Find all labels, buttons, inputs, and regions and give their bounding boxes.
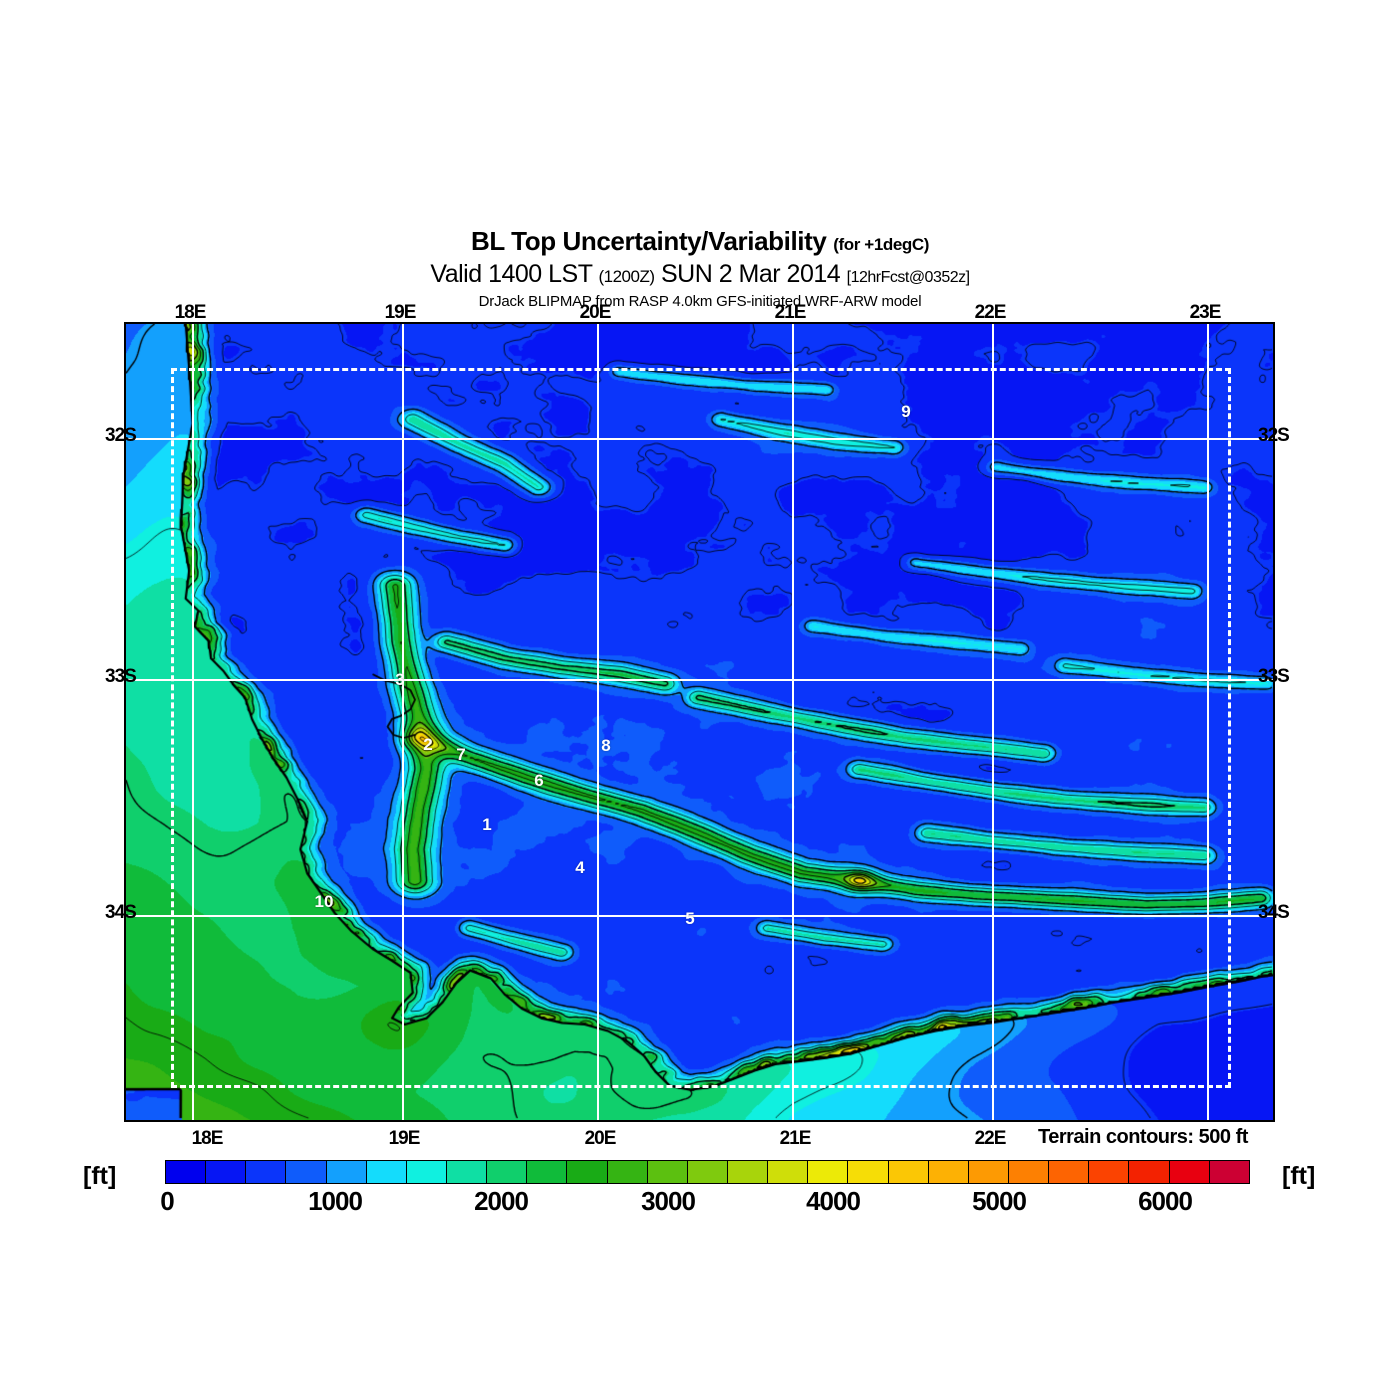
colorbar-swatch-1 bbox=[206, 1161, 247, 1183]
colorbar-swatch-22 bbox=[1049, 1161, 1090, 1183]
model-domain-boundary bbox=[171, 368, 1231, 1088]
title-main: BL Top Uncertainty/Variability bbox=[470, 226, 827, 256]
station-marker-5[interactable]: 5 bbox=[685, 909, 695, 928]
axis-label-bottom-21E: 21E bbox=[779, 1128, 812, 1149]
colorbar-swatch-21 bbox=[1008, 1161, 1050, 1183]
colorbar-tick-5000: 5000 bbox=[972, 1186, 1027, 1216]
map-raster bbox=[126, 324, 1273, 1120]
gridline-lat-32s bbox=[126, 438, 1273, 440]
station-marker-4[interactable]: 4 bbox=[575, 858, 585, 877]
model-source-line: DrJack BLIPMAP from RASP 4.0km GFS-initi… bbox=[478, 293, 922, 310]
colorbar-swatch-24 bbox=[1129, 1161, 1170, 1183]
valid-utc: (1200Z) bbox=[598, 267, 655, 286]
axis-label-bottom-20E: 20E bbox=[584, 1128, 617, 1149]
gridline-lon-20e bbox=[597, 324, 599, 1120]
colorbar-tick-1000: 1000 bbox=[308, 1186, 363, 1216]
station-marker-10[interactable]: 10 bbox=[314, 892, 334, 911]
colorbar-unit-left: [ft] bbox=[83, 1162, 117, 1190]
station-marker-7[interactable]: 7 bbox=[456, 745, 466, 764]
station-marker-2[interactable]: 2 bbox=[423, 735, 433, 754]
colorbar-swatch-26 bbox=[1209, 1161, 1249, 1183]
gridline-lon-19e bbox=[402, 324, 404, 1120]
axis-label-right-34S: 34S bbox=[1258, 902, 1290, 923]
colorbar-tick-4000: 4000 bbox=[806, 1186, 861, 1216]
colorbar-swatch-19 bbox=[928, 1161, 969, 1183]
colorbar-swatch-3 bbox=[286, 1161, 327, 1183]
colorbar-swatch-15 bbox=[768, 1161, 809, 1183]
station-marker-6[interactable]: 6 bbox=[534, 771, 544, 790]
station-marker-8[interactable]: 8 bbox=[601, 736, 611, 755]
colorbar-swatch-8 bbox=[487, 1161, 528, 1183]
colorbar-tick-2000: 2000 bbox=[474, 1186, 529, 1216]
page-title: BL Top Uncertainty/Variability (for +1de… bbox=[0, 226, 1400, 260]
colorbar-swatch-6 bbox=[406, 1161, 447, 1183]
colorbar-tick-0: 0 bbox=[160, 1186, 175, 1216]
axis-label-top-23E: 23E bbox=[1189, 302, 1222, 323]
axis-label-top-18E: 18E bbox=[174, 302, 207, 323]
colorbar-swatch-13 bbox=[687, 1161, 728, 1183]
colorbar-swatch-0 bbox=[166, 1161, 207, 1183]
axis-label-left-34S: 34S bbox=[105, 902, 137, 923]
colorbar-tick-3000: 3000 bbox=[641, 1186, 696, 1216]
title-block: BL Top Uncertainty/Variability (for +1de… bbox=[0, 226, 1400, 311]
colorbar-swatch-14 bbox=[727, 1161, 769, 1183]
axis-label-bottom-19E: 19E bbox=[388, 1128, 421, 1149]
gridline-lon-22e bbox=[992, 324, 994, 1120]
valid-time-line: Valid 1400 LST (1200Z) SUN 2 Mar 2014 [1… bbox=[0, 260, 1400, 292]
colorbar-swatch-23 bbox=[1089, 1161, 1130, 1183]
axis-label-right-32S: 32S bbox=[1258, 425, 1290, 446]
forecast-map[interactable]: 9 3 2 7 8 6 1 4 10 5 bbox=[124, 322, 1275, 1122]
gridline-lat-33s bbox=[126, 679, 1273, 681]
colorbar-swatch-17 bbox=[848, 1161, 889, 1183]
forecast-tag: [12hrFcst@0352z] bbox=[846, 269, 970, 286]
axis-label-left-33S: 33S bbox=[105, 666, 137, 687]
colorbar-swatch-10 bbox=[567, 1161, 608, 1183]
axis-label-bottom-18E: 18E bbox=[191, 1128, 224, 1149]
colorbar-swatch-18 bbox=[888, 1161, 929, 1183]
axis-label-left-32S: 32S bbox=[105, 425, 137, 446]
colorbar-swatch-2 bbox=[246, 1161, 287, 1183]
station-marker-1[interactable]: 1 bbox=[482, 815, 492, 834]
terrain-contour-note: Terrain contours: 500 ft bbox=[1038, 1126, 1248, 1148]
axis-label-top-22E: 22E bbox=[974, 302, 1007, 323]
title-qualifier: (for +1degC) bbox=[833, 235, 930, 254]
colorbar-swatch-25 bbox=[1169, 1161, 1210, 1183]
colorbar[interactable] bbox=[165, 1160, 1250, 1184]
colorbar-swatch-7 bbox=[446, 1161, 488, 1183]
colorbar-swatch-12 bbox=[647, 1161, 688, 1183]
gridline-lon-23e bbox=[1207, 324, 1209, 1120]
axis-label-top-20E: 20E bbox=[579, 302, 612, 323]
station-marker-3[interactable]: 3 bbox=[395, 670, 405, 689]
valid-date: SUN 2 Mar 2014 bbox=[660, 260, 841, 288]
colorbar-swatch-11 bbox=[607, 1161, 648, 1183]
colorbar-swatch-5 bbox=[366, 1161, 407, 1183]
colorbar-unit-right: [ft] bbox=[1282, 1162, 1316, 1190]
colorbar-swatch-4 bbox=[326, 1161, 367, 1183]
gridline-lon-18e bbox=[192, 324, 194, 1120]
colorbar-tick-6000: 6000 bbox=[1138, 1186, 1193, 1216]
gridline-lat-34s bbox=[126, 915, 1273, 917]
colorbar-swatch-16 bbox=[808, 1161, 849, 1183]
valid-prefix: Valid 1400 LST bbox=[430, 260, 593, 288]
axis-label-top-19E: 19E bbox=[384, 302, 417, 323]
colorbar-swatch-9 bbox=[527, 1161, 568, 1183]
axis-label-right-33S: 33S bbox=[1258, 666, 1290, 687]
station-marker-9[interactable]: 9 bbox=[901, 402, 911, 421]
axis-label-top-21E: 21E bbox=[774, 302, 807, 323]
axis-label-bottom-22E: 22E bbox=[974, 1128, 1007, 1149]
gridline-lon-21e bbox=[792, 324, 794, 1120]
colorbar-swatch-20 bbox=[968, 1161, 1009, 1183]
